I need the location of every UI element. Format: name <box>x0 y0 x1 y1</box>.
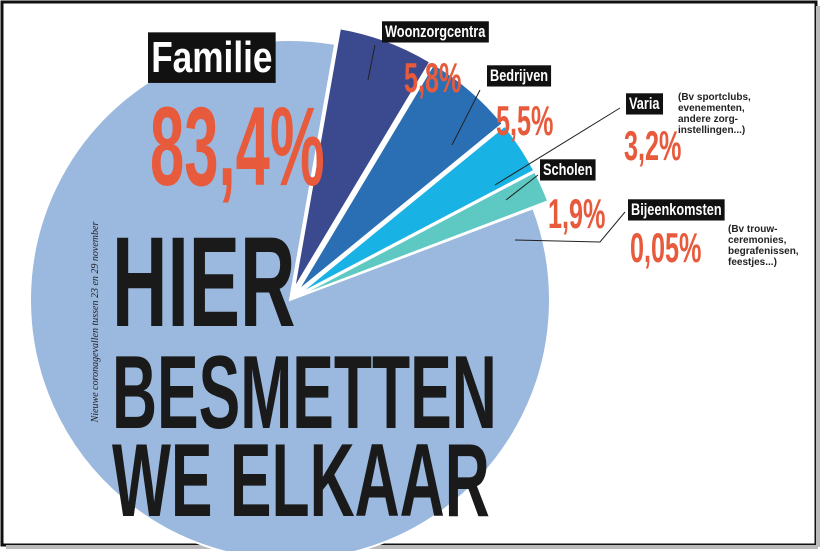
leader-line <box>367 44 376 81</box>
title-line: HIER <box>112 211 295 354</box>
pie-slice <box>301 125 535 293</box>
label-box <box>540 159 596 181</box>
chart-title: HIER <box>112 211 295 354</box>
chart-title: WE ELKAAR <box>112 423 490 539</box>
value-label-group: 5,5% <box>496 99 553 145</box>
pie-slice <box>298 63 503 290</box>
value-label-group: 1,9% <box>548 192 605 238</box>
frame-shadow <box>816 6 820 547</box>
category-label: Bijeenkomsten <box>628 199 725 221</box>
value-label: 5,5% <box>496 99 553 145</box>
value-label: 5,8% <box>404 56 461 102</box>
annotation: andere zorg- <box>678 114 738 125</box>
annotation: (Bv sportclubs, <box>678 92 751 103</box>
annotation: (Bv trouw- <box>728 224 777 235</box>
category-text: Varia <box>629 94 660 113</box>
label-box <box>487 65 552 87</box>
title-line: BESMETTEN <box>112 335 497 451</box>
category-label: Bedrijven <box>487 65 552 87</box>
label-box <box>148 32 276 83</box>
category-label: Scholen <box>540 159 596 181</box>
category-text: Woonzorgcentra <box>385 22 486 41</box>
leader-line <box>505 174 539 201</box>
leader-lines <box>367 44 626 243</box>
frame-shadow <box>6 545 818 549</box>
leader-line <box>494 107 621 186</box>
title-line: WE ELKAAR <box>112 423 490 539</box>
pie-slice <box>302 171 549 295</box>
category-text: Bijeenkomsten <box>631 200 722 219</box>
category-label: Varia <box>626 93 664 115</box>
category-label: Woonzorgcentra <box>382 21 489 43</box>
label-box <box>382 21 489 43</box>
pie <box>29 28 551 551</box>
annotation: begrafenissen, <box>728 246 799 257</box>
leader-line <box>514 211 626 243</box>
value-label-group: 5,8% <box>404 56 461 102</box>
category-text: Scholen <box>543 160 593 179</box>
leader-line <box>451 89 481 146</box>
value-label-group: 83,4% <box>150 85 325 210</box>
category-text: Bedrijven <box>490 66 548 85</box>
category-label: Familie <box>148 32 276 83</box>
chart-title: BESMETTEN <box>112 335 497 451</box>
annotation: feestjes...) <box>728 257 777 268</box>
value-label-group: 3,2% <box>624 124 681 170</box>
value-label: 83,4% <box>150 85 325 210</box>
value-label: 1,9% <box>548 192 605 238</box>
label-box <box>628 199 725 221</box>
annotation: ceremonies, <box>728 235 787 246</box>
label-box <box>626 93 664 115</box>
value-label: 3,2% <box>624 124 681 170</box>
category-text: Familie <box>151 33 272 82</box>
value-label-group: 0,05% <box>630 226 701 272</box>
value-label: 0,05% <box>630 226 701 272</box>
annotation: evenementen, <box>678 103 745 114</box>
chart-subtitle: Nieuwe coronagevallen tussen 23 en 29 no… <box>90 222 101 424</box>
pie-slice <box>29 39 551 551</box>
annotation: instellingen...) <box>678 125 745 136</box>
